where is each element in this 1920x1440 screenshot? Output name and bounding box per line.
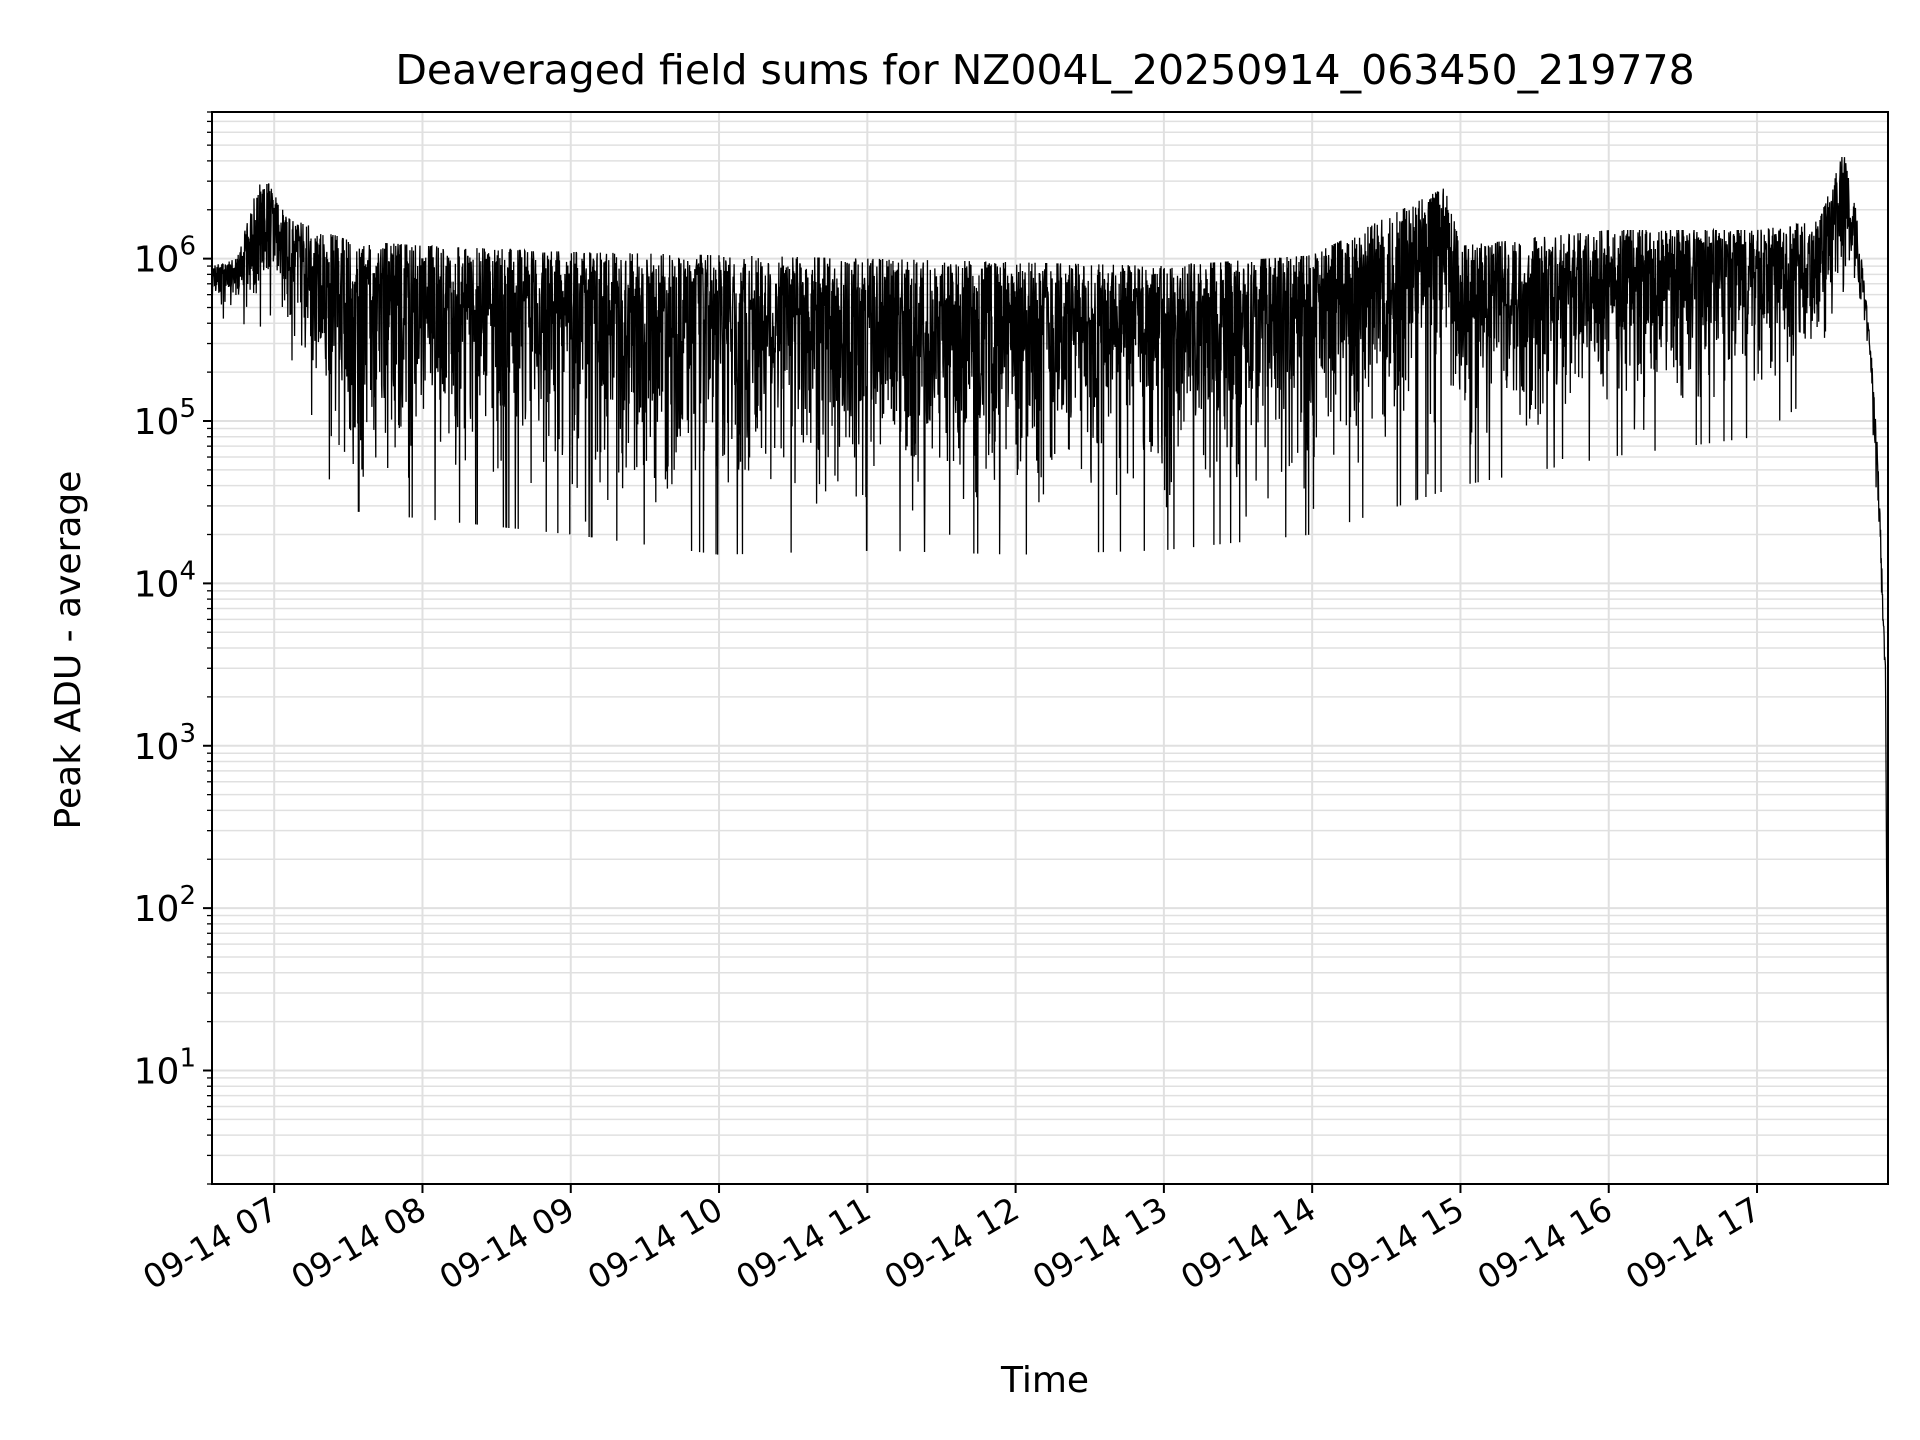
data-line (211, 156, 1889, 1136)
y-tick-label: 106 (134, 232, 196, 281)
x-axis: 09-14 07 09-14 08 09-14 09 09-14 10 09-14 11… (136, 1184, 1767, 1297)
x-tick-label: 09-14 15 (1322, 1189, 1470, 1297)
x-tick-label: 09-14 10 (581, 1189, 729, 1297)
y-tick-label: 104 (134, 556, 196, 605)
x-tick-label: 09-14 11 (729, 1189, 877, 1297)
x-tick-label: 09-14 14 (1174, 1189, 1322, 1297)
x-tick-label: 09-14 17 (1619, 1189, 1767, 1297)
series-line (211, 156, 1889, 1136)
x-tick-label: 09-14 08 (284, 1189, 432, 1297)
y-axis: 101 102 103 104 105 106 (134, 111, 212, 1185)
y-tick-label: 101 (134, 1044, 196, 1093)
x-tick-label: 09-14 09 (433, 1189, 581, 1297)
y-tick-label: 105 (134, 394, 196, 443)
x-tick-label: 09-14 07 (136, 1189, 284, 1297)
y-tick-label: 102 (134, 881, 196, 930)
x-axis-label: Time (1000, 1360, 1089, 1401)
x-tick-label: 09-14 12 (878, 1189, 1026, 1297)
x-tick-label: 09-14 13 (1026, 1189, 1174, 1297)
x-tick-label: 09-14 16 (1471, 1189, 1619, 1297)
y-tick-label: 103 (134, 719, 196, 768)
chart-title: Deaveraged field sums for NZ004L_2025091… (395, 46, 1694, 94)
y-axis-label: Peak ADU - average (48, 471, 89, 830)
